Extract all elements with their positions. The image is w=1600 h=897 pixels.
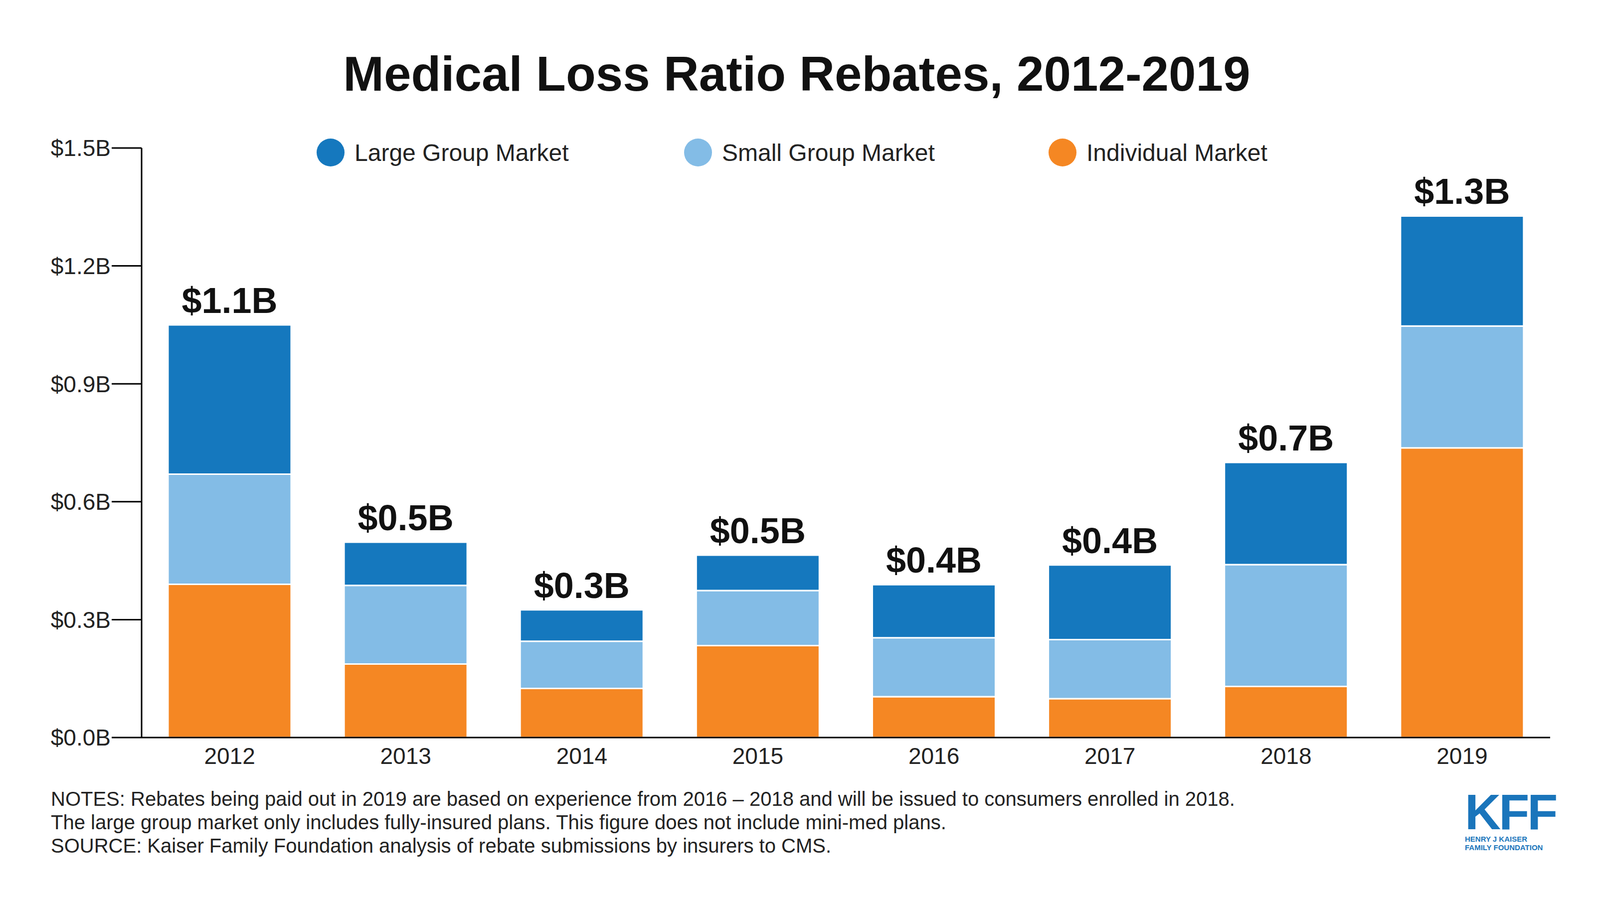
svg-text:$0.7B: $0.7B bbox=[1238, 418, 1334, 459]
svg-text:$0.0B: $0.0B bbox=[50, 724, 111, 751]
svg-text:$0.3B: $0.3B bbox=[50, 607, 111, 634]
html-text:SOURCE: Kaiser Family Foundati: SOURCE: Kaiser Family Foundation analysi… bbox=[50, 835, 832, 858]
html-text:The large group market only in: The large group market only includes ful… bbox=[50, 811, 947, 834]
svg-text:$1.3B: $1.3B bbox=[1414, 171, 1510, 212]
html-text:Large Group Market: Large Group Market bbox=[354, 139, 569, 166]
svg-text:2016: 2016 bbox=[908, 743, 960, 770]
svg-text:$0.6B: $0.6B bbox=[50, 489, 111, 516]
svg-text:2014: 2014 bbox=[556, 743, 608, 770]
svg-text:2019: 2019 bbox=[1436, 743, 1488, 770]
svg-text:2018: 2018 bbox=[1260, 743, 1312, 770]
svg-text:$0.5B: $0.5B bbox=[710, 511, 806, 551]
svg-text:$0.3B: $0.3B bbox=[533, 565, 630, 606]
svg-text:2013: 2013 bbox=[380, 743, 432, 770]
html-text:NOTES: Rebates being paid out: NOTES: Rebates being paid out in 2019 ar… bbox=[50, 788, 1235, 811]
svg-text:2017: 2017 bbox=[1084, 743, 1136, 770]
svg-text:$0.4B: $0.4B bbox=[1062, 521, 1158, 561]
svg-text:$1.5B: $1.5B bbox=[50, 135, 111, 162]
html-text:Small Group Market: Small Group Market bbox=[721, 139, 935, 166]
svg-text:$0.5B: $0.5B bbox=[357, 498, 454, 538]
html-text:HENRY J KAISER: HENRY J KAISER bbox=[1464, 835, 1528, 844]
html-text:Medical Loss Ratio Rebates, 20: Medical Loss Ratio Rebates, 2012-2019 bbox=[343, 46, 1251, 102]
svg-text:$0.9B: $0.9B bbox=[50, 371, 111, 398]
svg-text:$0.4B: $0.4B bbox=[886, 540, 982, 581]
svg-text:$1.1B: $1.1B bbox=[181, 280, 278, 321]
html-text:FAMILY FOUNDATION: FAMILY FOUNDATION bbox=[1464, 843, 1543, 853]
svg-text:2015: 2015 bbox=[732, 743, 784, 770]
svg-text:2012: 2012 bbox=[203, 743, 255, 770]
svg-text:$1.2B: $1.2B bbox=[50, 253, 111, 280]
html-text:KFF: KFF bbox=[1464, 784, 1556, 841]
html-text:Individual Market: Individual Market bbox=[1086, 139, 1268, 166]
